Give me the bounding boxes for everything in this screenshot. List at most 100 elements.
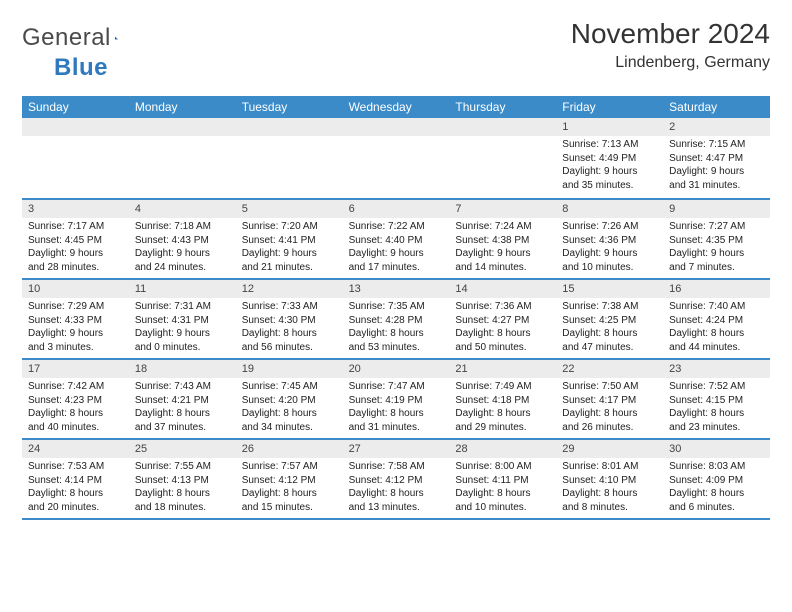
daylight-text-2: and 56 minutes. (242, 341, 337, 355)
daylight-text-2: and 50 minutes. (455, 341, 550, 355)
day-data: Sunrise: 7:26 AMSunset: 4:36 PMDaylight:… (556, 218, 663, 278)
sunset-text: Sunset: 4:13 PM (135, 474, 230, 488)
calendar-cell: 13Sunrise: 7:35 AMSunset: 4:28 PMDayligh… (343, 280, 450, 358)
calendar-row: 10 Sunrise: 7:29 AMSunset: 4:33 PM Dayligh… (22, 280, 770, 360)
day-data: Sunrise: 7:49 AMSunset: 4:18 PMDaylight:… (449, 378, 556, 438)
calendar-cell: 8Sunrise: 7:26 AMSunset: 4:36 PMDaylight… (556, 200, 663, 278)
day-data: Sunrise: 7:18 AMSunset: 4:43 PMDaylight:… (129, 218, 236, 278)
day-data: Sunrise: 7:13 AMSunset: 4:49 PMDaylight:… (556, 136, 663, 196)
sunset-text: Sunset: 4:27 PM (455, 314, 550, 328)
sunset-text: Sunset: 4:14 PM (28, 474, 123, 488)
calendar-row: 24Sunrise: 7:53 AMSunset: 4:14 PMDayligh… (22, 440, 770, 520)
sunset-text: Sunset: 4:35 PM (669, 234, 764, 248)
calendar-header-row: Sunday Monday Tuesday Wednesday Thursday… (22, 96, 770, 118)
sunrise-text: Sunrise: 7:50 AM (562, 380, 657, 394)
daylight-text-2: and 18 minutes. (135, 501, 230, 515)
sunrise-text: Sunrise: 7:53 AM (28, 460, 123, 474)
day-number: 23 (663, 360, 770, 378)
calendar-page: General November 2024 Lindenberg, German… (0, 0, 792, 612)
day-number: 10 (22, 280, 129, 298)
sunset-text: Sunset: 4:28 PM (349, 314, 444, 328)
sunset-text: Sunset: 4:12 PM (242, 474, 337, 488)
daylight-text-1: Daylight: 8 hours (28, 487, 123, 501)
day-data (129, 136, 236, 142)
calendar-cell: 21Sunrise: 7:49 AMSunset: 4:18 PMDayligh… (449, 360, 556, 438)
day-data: Sunrise: 7:42 AMSunset: 4:23 PMDaylight:… (22, 378, 129, 438)
day-data (343, 136, 450, 142)
calendar-cell: 28Sunrise: 8:00 AMSunset: 4:11 PMDayligh… (449, 440, 556, 518)
day-number: 24 (22, 440, 129, 458)
dayname-wednesday: Wednesday (343, 96, 450, 118)
sunset-text: Sunset: 4:09 PM (669, 474, 764, 488)
daylight-text-2: and 15 minutes. (242, 501, 337, 515)
daylight-text-2: and 0 minutes. (135, 341, 230, 355)
day-number: 5 (236, 200, 343, 218)
day-number: 9 (663, 200, 770, 218)
logo-word2: Blue (22, 54, 108, 82)
dayname-thursday: Thursday (449, 96, 556, 118)
logo-sail-icon (115, 29, 118, 47)
calendar-cell: 4Sunrise: 7:18 AMSunset: 4:43 PMDaylight… (129, 200, 236, 278)
sunrise-text: Sunrise: 7:43 AM (135, 380, 230, 394)
calendar-cell: 26Sunrise: 7:57 AMSunset: 4:12 PMDayligh… (236, 440, 343, 518)
daylight-text-1: Daylight: 8 hours (669, 487, 764, 501)
daylight-text-2: and 6 minutes. (669, 501, 764, 515)
sunrise-text: Sunrise: 7:26 AM (562, 220, 657, 234)
day-data: Sunrise: 7:45 AMSunset: 4:20 PMDaylight:… (236, 378, 343, 438)
calendar-cell: 29Sunrise: 8:01 AMSunset: 4:10 PMDayligh… (556, 440, 663, 518)
day-number: 16 (663, 280, 770, 298)
daylight-text-1: Daylight: 8 hours (455, 487, 550, 501)
daylight-text-2: and 37 minutes. (135, 421, 230, 435)
day-number (343, 118, 450, 136)
daylight-text-2: and 40 minutes. (28, 421, 123, 435)
calendar-cell (129, 118, 236, 198)
day-number: 4 (129, 200, 236, 218)
sunset-text: Sunset: 4:12 PM (349, 474, 444, 488)
day-data: Sunrise: 7:55 AMSunset: 4:13 PMDaylight:… (129, 458, 236, 518)
sunrise-text: Sunrise: 7:55 AM (135, 460, 230, 474)
day-number: 20 (343, 360, 450, 378)
sunset-text: Sunset: 4:21 PM (135, 394, 230, 408)
day-number: 26 (236, 440, 343, 458)
calendar-cell: 23Sunrise: 7:52 AMSunset: 4:15 PMDayligh… (663, 360, 770, 438)
day-data: Sunrise: 7:27 AMSunset: 4:35 PMDaylight:… (663, 218, 770, 278)
day-data: Sunrise: 7:43 AMSunset: 4:21 PMDaylight:… (129, 378, 236, 438)
sunset-text: Sunset: 4:15 PM (669, 394, 764, 408)
daylight-text-2: and 10 minutes. (562, 261, 657, 275)
day-data: Sunrise: 7:35 AMSunset: 4:28 PMDaylight:… (343, 298, 450, 358)
daylight-text-1: Daylight: 9 hours (242, 247, 337, 261)
title-location: Lindenberg, Germany (571, 54, 770, 72)
daylight-text-1: Daylight: 9 hours (562, 247, 657, 261)
calendar-cell: 30Sunrise: 8:03 AMSunset: 4:09 PMDayligh… (663, 440, 770, 518)
day-data: Sunrise: 7:47 AMSunset: 4:19 PMDaylight:… (343, 378, 450, 438)
daylight-text-2: and 20 minutes. (28, 501, 123, 515)
day-data: Sunrise: 7:22 AMSunset: 4:40 PMDaylight:… (343, 218, 450, 278)
sunrise-text: Sunrise: 7:29 AM (28, 300, 123, 314)
sunset-text: Sunset: 4:30 PM (242, 314, 337, 328)
sunset-text: Sunset: 4:38 PM (455, 234, 550, 248)
day-number: 3 (22, 200, 129, 218)
day-number: 13 (343, 280, 450, 298)
calendar-cell: 22Sunrise: 7:50 AMSunset: 4:17 PMDayligh… (556, 360, 663, 438)
day-number: 25 (129, 440, 236, 458)
daylight-text-1: Daylight: 8 hours (242, 327, 337, 341)
sunset-text: Sunset: 4:33 PM (28, 314, 123, 328)
sunset-text: Sunset: 4:17 PM (562, 394, 657, 408)
daylight-text-2: and 10 minutes. (455, 501, 550, 515)
sunset-text: Sunset: 4:18 PM (455, 394, 550, 408)
day-data: Sunrise: 7:57 AMSunset: 4:12 PMDaylight:… (236, 458, 343, 518)
sunrise-text: Sunrise: 7:17 AM (28, 220, 123, 234)
daylight-text-1: Daylight: 8 hours (135, 407, 230, 421)
daylight-text-2: and 44 minutes. (669, 341, 764, 355)
sunrise-text: Sunrise: 7:31 AM (135, 300, 230, 314)
calendar-row: 3Sunrise: 7:17 AMSunset: 4:45 PMDaylight… (22, 200, 770, 280)
daylight-text-2: and 28 minutes. (28, 261, 123, 275)
daylight-text-1: Daylight: 8 hours (135, 487, 230, 501)
daylight-text-2: and 8 minutes. (562, 501, 657, 515)
sunset-text: Sunset: 4:24 PM (669, 314, 764, 328)
daylight-text-1: Daylight: 8 hours (349, 407, 444, 421)
sunrise-text: Sunrise: 7:45 AM (242, 380, 337, 394)
day-number: 7 (449, 200, 556, 218)
day-number: 8 (556, 200, 663, 218)
sunrise-text: Sunrise: 7:38 AM (562, 300, 657, 314)
